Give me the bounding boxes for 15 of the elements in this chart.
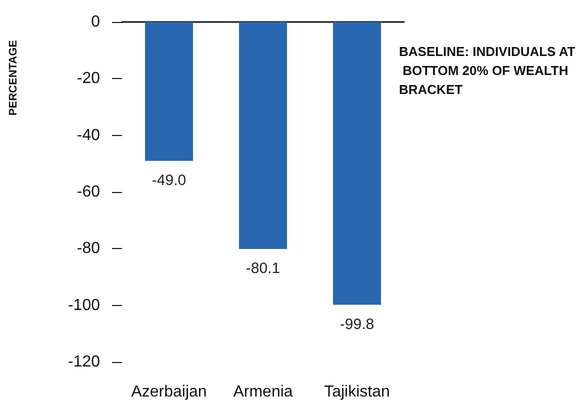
y-axis-title: PERCENTAGE xyxy=(8,40,20,116)
y-tick-label: -60 xyxy=(76,184,100,200)
y-tick-label: 0 xyxy=(91,14,100,30)
y-tick-label: -100 xyxy=(68,296,100,314)
data-label: -49.0 xyxy=(152,172,186,189)
y-tick-label: -40 xyxy=(76,126,100,144)
y-tick-label: -120 xyxy=(68,354,100,370)
data-label: -99.8 xyxy=(340,316,374,333)
data-label: -80.1 xyxy=(246,260,280,277)
x-tick-label: Azerbaijan xyxy=(131,384,207,400)
x-tick-label: Armenia xyxy=(233,384,293,400)
y-tick-label: -80 xyxy=(76,240,100,258)
x-tick-label: Tajikistan xyxy=(324,384,390,400)
y-tick-label: -20 xyxy=(76,70,100,88)
annotation: BASELINE: INDIVIDUALS AT BOTTOM 20% OF WEALTH BRACKET xyxy=(399,44,576,97)
